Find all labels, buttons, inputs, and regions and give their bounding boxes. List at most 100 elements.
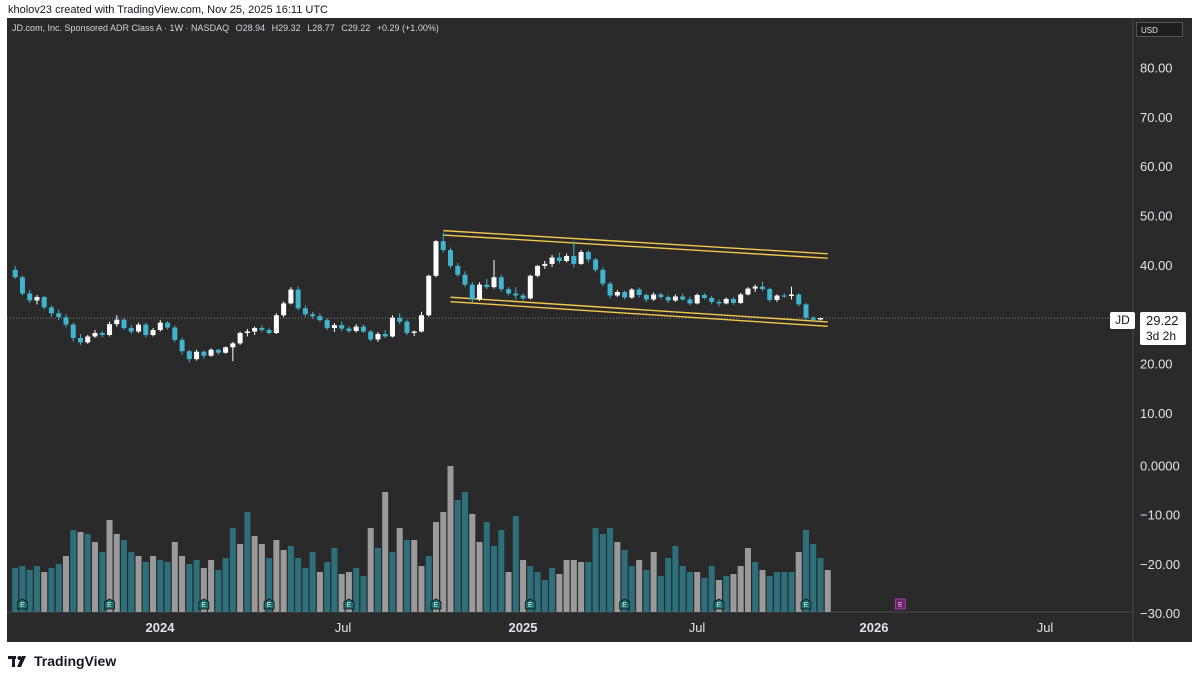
- chart-panel[interactable]: E E E E E E E E E E E 80.00 70.00 60.00 50.00 40.00 20.0…: [7, 18, 1192, 642]
- volume-bar: [41, 572, 48, 612]
- candle-body: [179, 339, 185, 352]
- candle: [404, 319, 410, 335]
- volume-bar: [244, 512, 251, 612]
- candle: [281, 301, 287, 318]
- candle: [418, 311, 424, 333]
- volume-bar: [541, 580, 548, 612]
- volume-bar: [752, 562, 759, 612]
- time-tick-label: Jul: [335, 620, 352, 635]
- volume-bar: [62, 556, 69, 612]
- volume-bar: [454, 500, 461, 612]
- candle-body: [426, 275, 432, 316]
- candle-body: [477, 284, 483, 300]
- candle: [716, 299, 722, 307]
- last-price-value: 29.22: [1146, 313, 1179, 328]
- ohlc-close: C29.22: [341, 23, 371, 33]
- candle: [513, 287, 519, 300]
- tradingview-logo-icon: [8, 655, 26, 667]
- candle: [186, 349, 192, 363]
- candle-body: [462, 274, 468, 285]
- candle-body: [600, 269, 606, 284]
- candle: [201, 350, 207, 359]
- candle-body: [709, 297, 715, 302]
- candle-body: [607, 283, 613, 296]
- volume-bar: [237, 544, 244, 612]
- candle: [549, 255, 555, 267]
- candle-body: [556, 257, 562, 261]
- earnings-marker: E: [17, 598, 28, 610]
- candle: [564, 253, 570, 263]
- candle-body: [339, 325, 345, 329]
- channel-lower-line: [450, 296, 828, 323]
- candle: [701, 293, 707, 300]
- price-tick-label: 10.00: [1140, 406, 1173, 421]
- volume-bar: [766, 576, 773, 612]
- candle: [99, 331, 105, 338]
- time-tick-label: 2024: [146, 620, 176, 635]
- candle-body: [433, 241, 439, 276]
- price-tick-label: 70.00: [1140, 110, 1173, 125]
- earnings-marker: E: [524, 598, 536, 610]
- volume-bar: [476, 542, 483, 612]
- volume-bar: [309, 552, 316, 612]
- earnings-marker-shape: [800, 598, 812, 610]
- candle-body: [302, 308, 308, 315]
- volume-bar: [708, 566, 715, 612]
- volume-bar: [186, 564, 193, 612]
- last-price-label: 29.22 3d 2h: [1140, 312, 1186, 345]
- candle: [665, 295, 671, 303]
- volume-bar: [773, 572, 780, 612]
- tradingview-brand: TradingView: [8, 653, 116, 669]
- volume-bar: [795, 552, 802, 612]
- earnings-marker: E: [430, 598, 442, 610]
- candle-body: [484, 284, 490, 288]
- volume-bar: [715, 580, 722, 612]
- candle: [237, 331, 243, 345]
- candle-body: [41, 296, 47, 308]
- candle: [244, 329, 250, 337]
- volume-bar: [164, 562, 171, 612]
- candle-body: [404, 321, 410, 334]
- candle-body: [520, 295, 526, 299]
- volume-bar: [222, 558, 229, 612]
- volume-bar: [701, 578, 708, 612]
- volume-bar: [578, 562, 585, 612]
- candle-body: [281, 303, 287, 316]
- candle-body: [382, 333, 388, 337]
- volume-bar: [643, 570, 650, 612]
- candle: [535, 264, 541, 278]
- candle-body: [818, 318, 824, 320]
- volume-bar: [650, 552, 657, 612]
- currency-selector[interactable]: USD: [1136, 22, 1183, 37]
- price-chart[interactable]: E E E E E E E E E E E 80.00 70.00 60.00 50.00 40.00 20.0…: [7, 18, 1192, 642]
- candle-body: [629, 289, 635, 298]
- candle-body: [273, 315, 279, 334]
- volume-bar: [150, 556, 157, 612]
- candle-body: [121, 319, 127, 329]
- volume-bar: [432, 522, 439, 612]
- candle-body: [636, 289, 642, 296]
- candle-body: [223, 347, 229, 353]
- earnings-marker-shape: [343, 598, 355, 610]
- candle: [41, 295, 47, 310]
- candle-body: [803, 304, 809, 318]
- candle-body: [19, 277, 25, 294]
- volume-bar: [556, 574, 563, 612]
- price-tick-label: 20.00: [1140, 357, 1173, 372]
- volume-bar: [469, 514, 476, 612]
- candle-body: [85, 336, 91, 343]
- volume-bar: [418, 566, 425, 612]
- candle: [636, 287, 642, 298]
- volume-bar: [338, 574, 345, 612]
- candle-body: [469, 284, 475, 300]
- earnings-marker-shape: [713, 598, 725, 610]
- volume-bar: [563, 560, 570, 612]
- candle-body: [506, 289, 512, 294]
- price-tick-label: −10.00: [1140, 508, 1180, 523]
- candle-body: [237, 333, 243, 344]
- earnings-marker-letter: E: [717, 602, 722, 609]
- candle: [179, 337, 185, 355]
- candle-body: [418, 315, 424, 332]
- candle: [600, 267, 606, 287]
